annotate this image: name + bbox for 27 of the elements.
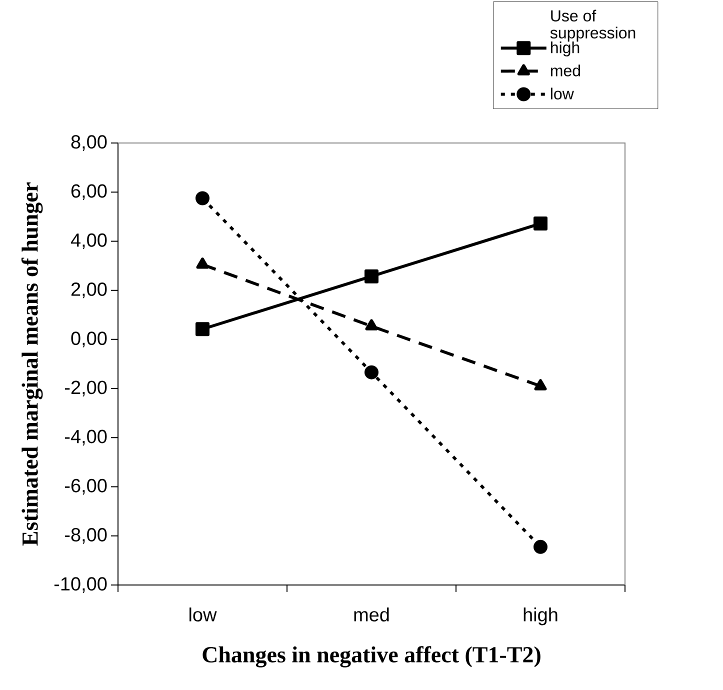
- y-tick-label: 8,00: [71, 135, 107, 151]
- y-axis-title: Estimated marginal means of hunger: [21, 182, 43, 546]
- y-tick-label: 0,00: [71, 332, 107, 348]
- legend-label: low: [550, 88, 574, 100]
- point: [534, 379, 547, 390]
- y-tick-label: 2,00: [71, 282, 107, 298]
- x-tick-label: high: [524, 608, 558, 626]
- point: [364, 365, 378, 380]
- point: [196, 258, 209, 269]
- point: [364, 269, 378, 284]
- point: [196, 191, 210, 206]
- x-tick-label: low: [190, 608, 217, 622]
- y-tick-label: -2,00: [65, 380, 107, 396]
- point: [534, 540, 548, 554]
- y-tick-label: -6,00: [65, 478, 107, 495]
- legend-label: high: [551, 42, 580, 56]
- y-tick-label: 4,00: [70, 233, 107, 250]
- x-axis-title: Changes in negative affect (T1-T2): [202, 646, 540, 668]
- point: [196, 322, 210, 336]
- point: [534, 216, 548, 231]
- y-tick-label: 6,00: [71, 184, 107, 200]
- point: [365, 319, 378, 330]
- y-tick-label: -4,00: [65, 430, 107, 446]
- y-tick-label: -10,00: [54, 577, 107, 593]
- y-tick-label: -8,00: [65, 528, 107, 544]
- x-tick-label: med: [354, 608, 389, 622]
- legend-label: med: [550, 64, 580, 76]
